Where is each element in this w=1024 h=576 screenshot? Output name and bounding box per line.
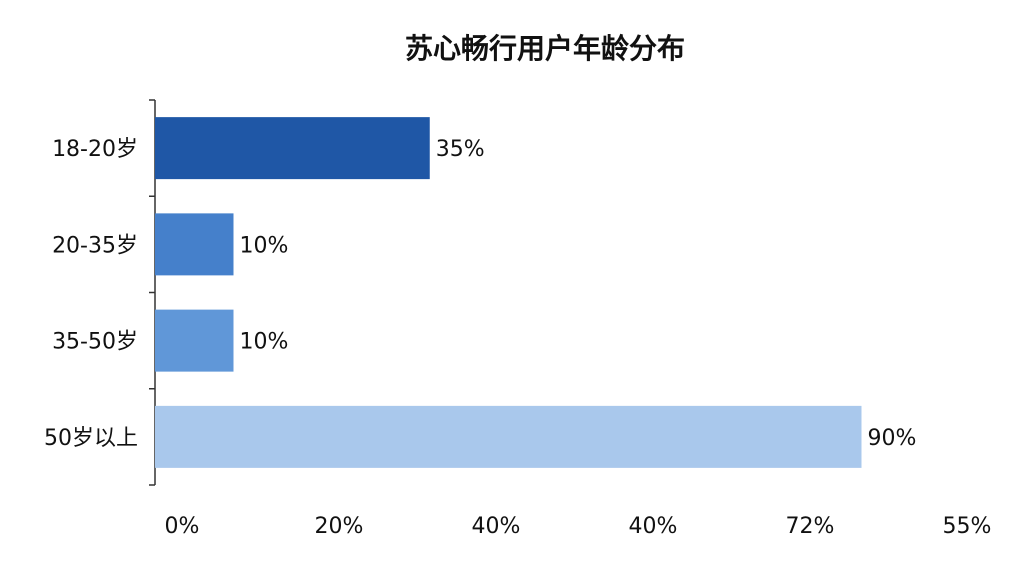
x-tick-label: 20% bbox=[315, 514, 364, 539]
value-label: 90% bbox=[868, 426, 917, 451]
x-tick-label: 0% bbox=[165, 514, 200, 539]
category-label: 35-50岁 bbox=[52, 330, 138, 355]
chart-title: 苏心畅行用户年龄分布 bbox=[405, 32, 685, 65]
value-label: 35% bbox=[436, 137, 485, 162]
value-label: 10% bbox=[240, 233, 289, 258]
x-tick-label: 40% bbox=[472, 514, 521, 539]
bar bbox=[155, 117, 430, 180]
category-label: 18-20岁 bbox=[52, 137, 138, 162]
bar bbox=[155, 213, 234, 276]
x-tick-label: 72% bbox=[786, 514, 835, 539]
value-label: 10% bbox=[240, 330, 289, 355]
category-label: 20-35岁 bbox=[52, 233, 138, 258]
bar bbox=[155, 309, 234, 372]
bar bbox=[155, 405, 862, 468]
x-tick-label: 55% bbox=[943, 514, 992, 539]
x-tick-label: 40% bbox=[629, 514, 678, 539]
category-label: 50岁以上 bbox=[44, 426, 138, 451]
